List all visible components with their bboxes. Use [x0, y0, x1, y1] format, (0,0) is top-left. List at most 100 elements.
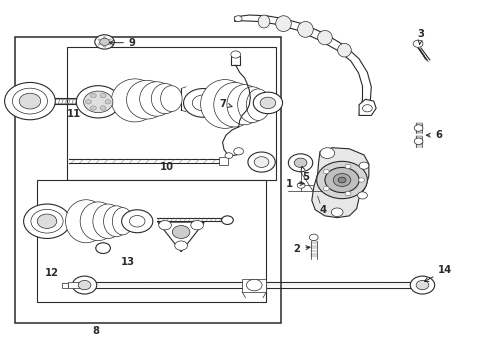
Circle shape: [362, 105, 371, 112]
Circle shape: [253, 92, 282, 114]
Ellipse shape: [213, 82, 255, 127]
Circle shape: [129, 216, 145, 227]
Ellipse shape: [93, 204, 123, 238]
Ellipse shape: [126, 80, 167, 119]
Bar: [231, 56, 240, 65]
Ellipse shape: [246, 89, 269, 121]
Polygon shape: [158, 222, 204, 252]
Circle shape: [76, 86, 120, 118]
Ellipse shape: [200, 80, 249, 129]
Circle shape: [12, 88, 47, 114]
Ellipse shape: [297, 22, 313, 37]
Text: 4: 4: [319, 206, 326, 216]
Circle shape: [323, 186, 328, 190]
Circle shape: [172, 226, 189, 238]
Text: 11: 11: [66, 109, 81, 119]
Circle shape: [190, 221, 203, 230]
Ellipse shape: [103, 206, 129, 237]
Text: 14: 14: [424, 265, 451, 282]
Text: 10: 10: [159, 162, 173, 172]
Text: 12: 12: [45, 268, 59, 278]
Circle shape: [325, 167, 358, 193]
Circle shape: [108, 39, 111, 41]
Circle shape: [103, 45, 106, 48]
Circle shape: [174, 241, 187, 250]
Circle shape: [96, 243, 110, 253]
Circle shape: [409, 276, 434, 294]
Bar: [61, 283, 68, 288]
Circle shape: [309, 234, 318, 240]
Bar: [37, 180, 266, 302]
Ellipse shape: [317, 31, 331, 45]
Circle shape: [98, 39, 101, 41]
Text: 13: 13: [120, 257, 134, 267]
Bar: [417, 282, 422, 288]
Circle shape: [100, 106, 106, 110]
Circle shape: [23, 204, 70, 238]
Circle shape: [183, 89, 222, 117]
Circle shape: [323, 170, 328, 174]
Circle shape: [345, 192, 350, 196]
Circle shape: [294, 158, 306, 167]
Circle shape: [413, 125, 422, 131]
Circle shape: [95, 35, 114, 49]
Circle shape: [85, 100, 91, 104]
Circle shape: [72, 276, 97, 294]
Bar: [68, 282, 84, 288]
Bar: [219, 157, 227, 165]
Text: 5: 5: [301, 166, 308, 183]
Ellipse shape: [337, 43, 350, 57]
Circle shape: [234, 16, 242, 22]
Circle shape: [415, 280, 428, 290]
Bar: [15, 37, 281, 323]
Text: 1: 1: [285, 179, 304, 189]
Circle shape: [260, 97, 275, 109]
Ellipse shape: [275, 16, 291, 32]
Circle shape: [159, 221, 171, 230]
Circle shape: [37, 214, 57, 228]
Text: 2: 2: [293, 244, 309, 254]
Circle shape: [247, 152, 275, 172]
Ellipse shape: [80, 202, 116, 240]
Ellipse shape: [237, 87, 266, 123]
Circle shape: [90, 94, 96, 98]
Circle shape: [330, 208, 342, 217]
Circle shape: [192, 95, 213, 111]
Circle shape: [345, 164, 350, 168]
Polygon shape: [234, 15, 370, 116]
Circle shape: [31, 210, 63, 233]
Circle shape: [83, 91, 113, 113]
Circle shape: [100, 94, 106, 98]
Ellipse shape: [140, 82, 173, 116]
Circle shape: [358, 178, 364, 182]
Circle shape: [233, 148, 243, 155]
Ellipse shape: [226, 85, 262, 125]
Ellipse shape: [65, 200, 106, 243]
Ellipse shape: [258, 15, 269, 28]
Circle shape: [224, 153, 232, 158]
Circle shape: [316, 161, 366, 199]
Circle shape: [288, 154, 312, 172]
Circle shape: [4, 82, 55, 120]
Circle shape: [105, 100, 111, 104]
Circle shape: [103, 36, 106, 39]
Circle shape: [98, 43, 101, 45]
Circle shape: [246, 279, 262, 291]
Circle shape: [337, 177, 345, 183]
Ellipse shape: [112, 208, 133, 235]
Circle shape: [332, 174, 350, 186]
Circle shape: [230, 51, 240, 58]
Text: 7: 7: [219, 99, 232, 109]
Text: 6: 6: [426, 130, 441, 140]
Circle shape: [108, 43, 111, 45]
Circle shape: [413, 138, 422, 144]
Bar: [242, 279, 266, 292]
Circle shape: [100, 39, 109, 45]
Ellipse shape: [151, 84, 178, 114]
Circle shape: [19, 93, 41, 109]
Circle shape: [122, 210, 153, 233]
Circle shape: [412, 40, 422, 47]
Circle shape: [357, 192, 366, 199]
Text: 9: 9: [109, 38, 136, 48]
Polygon shape: [358, 99, 375, 116]
